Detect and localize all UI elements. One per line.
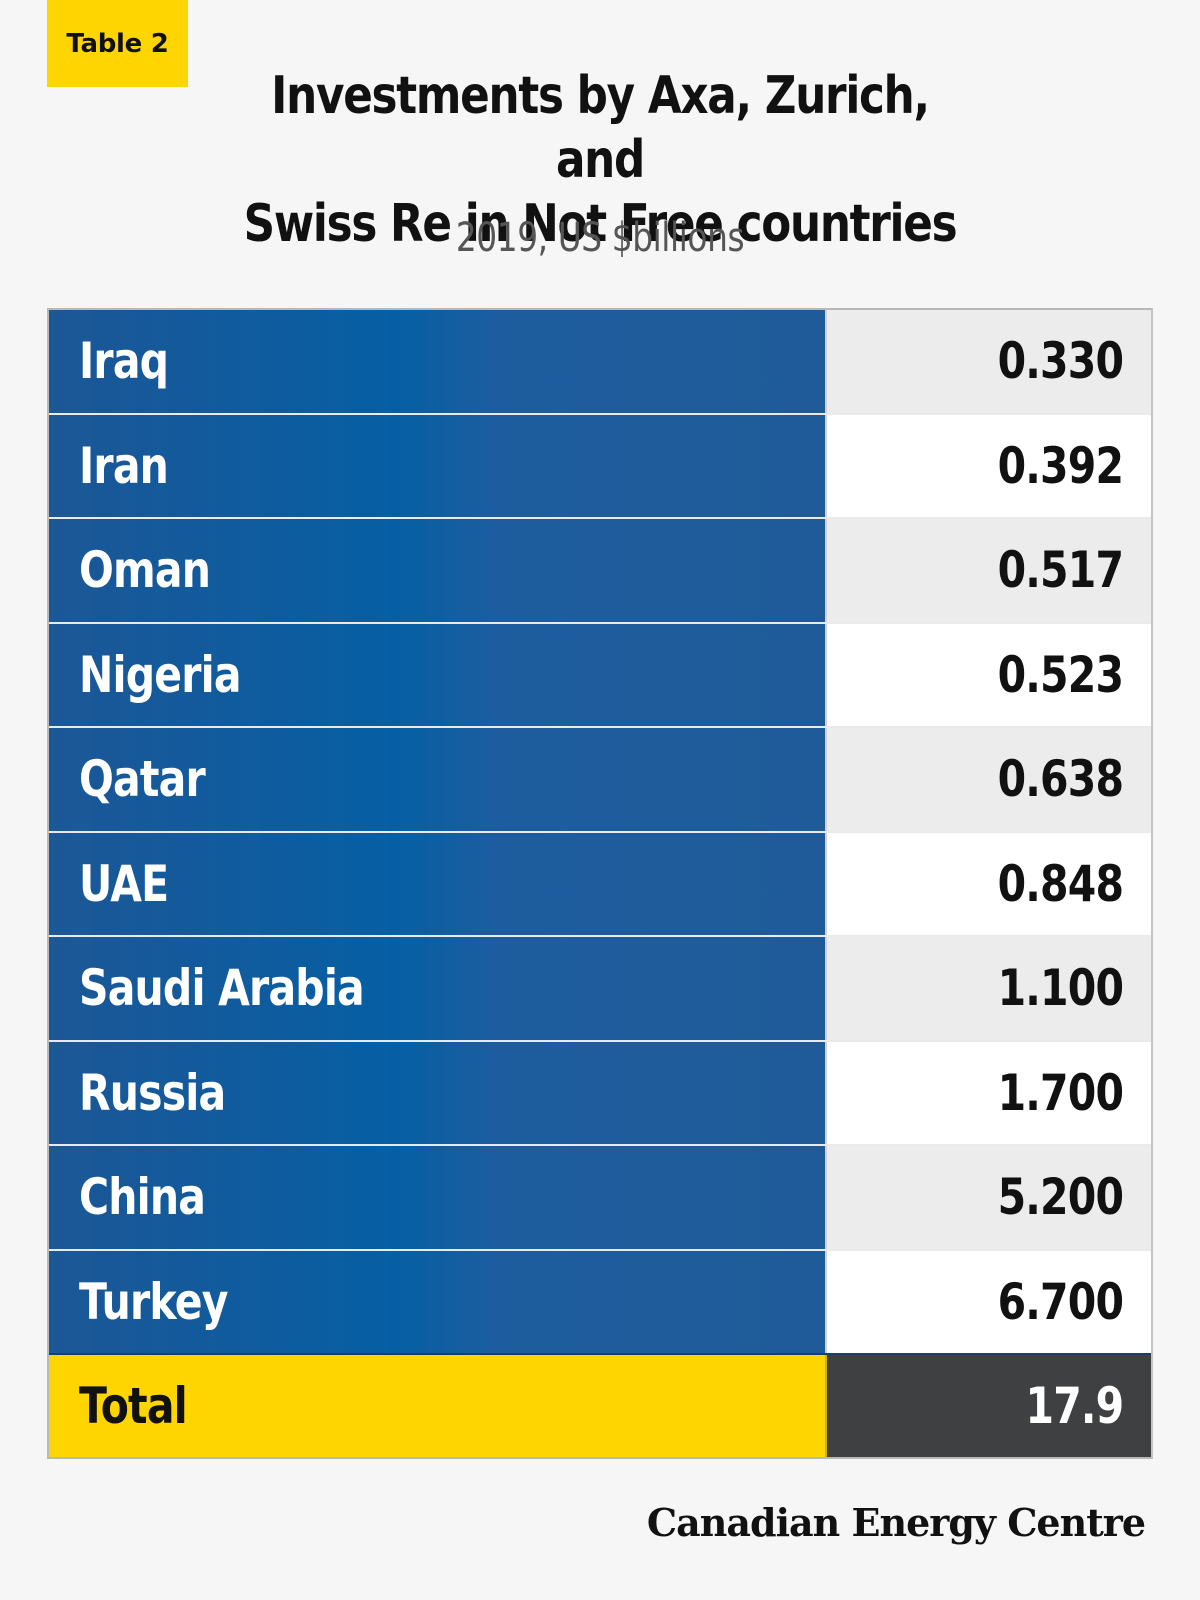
table-row: Iran 0.392 <box>49 412 1151 517</box>
country-cell: Qatar <box>49 728 827 831</box>
country-cell: Nigeria <box>49 623 827 726</box>
title-line-2: Swiss Re in Not Free countries <box>243 194 958 254</box>
publisher-logo-text: Canadian Energy Centre <box>646 1500 1146 1545</box>
title-line-1: Investments by Axa, Zurich, and <box>271 66 930 190</box>
country-cell: Oman <box>49 519 827 622</box>
value-cell: 1.700 <box>827 1041 1151 1144</box>
total-label-cell: Total <box>49 1355 827 1457</box>
table-row: Iraq 0.330 <box>49 310 1151 413</box>
table-row: Nigeria 0.523 <box>49 621 1151 726</box>
table-row: Russia 1.700 <box>49 1039 1151 1144</box>
total-value-cell: 17.9 <box>827 1355 1151 1457</box>
country-cell: China <box>49 1146 827 1249</box>
country-cell: Saudi Arabia <box>49 937 827 1040</box>
country-cell: Iraq <box>49 310 827 413</box>
table-row: Turkey 6.700 <box>49 1248 1151 1353</box>
value-cell: 0.848 <box>827 832 1151 935</box>
subtitle: 2019, US $billions <box>455 215 745 261</box>
country-cell: Russia <box>49 1041 827 1144</box>
value-cell: 5.200 <box>827 1146 1151 1249</box>
total-row: Total 17.9 <box>49 1353 1151 1457</box>
country-cell: UAE <box>49 832 827 935</box>
table-row: Saudi Arabia 1.100 <box>49 935 1151 1040</box>
table-row: China 5.200 <box>49 1144 1151 1249</box>
value-cell: 0.392 <box>827 414 1151 517</box>
value-cell: 0.523 <box>827 623 1151 726</box>
table-row: UAE 0.848 <box>49 830 1151 935</box>
value-cell: 0.638 <box>827 728 1151 831</box>
country-cell: Iran <box>49 414 827 517</box>
page-title: Investments by Axa, Zurich, and Swiss Re… <box>222 64 978 256</box>
value-cell: 0.330 <box>827 310 1151 413</box>
value-cell: 0.517 <box>827 519 1151 622</box>
table-number-badge: Table 2 <box>47 0 188 87</box>
table-row: Qatar 0.638 <box>49 726 1151 831</box>
investments-table: Iraq 0.330 Iran 0.392 Oman 0.517 Nigeria… <box>47 308 1153 1459</box>
country-cell: Turkey <box>49 1250 827 1353</box>
value-cell: 6.700 <box>827 1250 1151 1353</box>
value-cell: 1.100 <box>827 937 1151 1040</box>
table-row: Oman 0.517 <box>49 517 1151 622</box>
